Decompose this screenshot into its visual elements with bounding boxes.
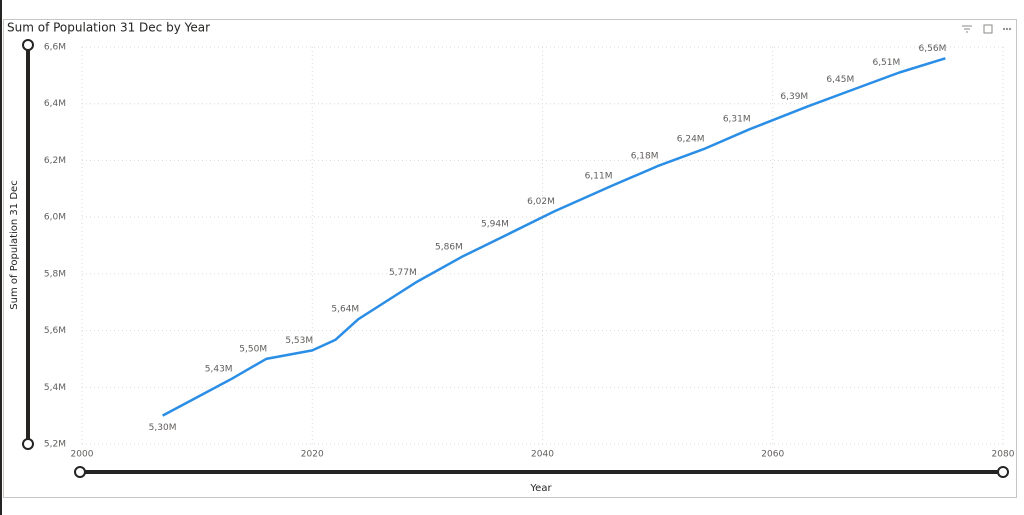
data-label: 6,11M bbox=[585, 171, 613, 181]
data-label: 5,77M bbox=[389, 268, 417, 278]
x-tick-label: 2040 bbox=[531, 450, 554, 460]
data-label: 6,24M bbox=[677, 135, 705, 145]
x-slider-handle[interactable] bbox=[74, 466, 86, 478]
x-tick-label: 2020 bbox=[301, 450, 324, 460]
header-icons[interactable] bbox=[962, 24, 1012, 34]
data-label: 5,50M bbox=[239, 344, 267, 354]
y-tick-label: 6,4M bbox=[44, 99, 66, 109]
y-tick-label: 6,6M bbox=[44, 43, 66, 53]
data-label: 6,56M bbox=[919, 44, 947, 54]
y-tick-label: 5,8M bbox=[44, 269, 66, 279]
data-label: 6,31M bbox=[723, 115, 751, 125]
y-slider-handle[interactable] bbox=[22, 438, 34, 450]
data-label: 5,53M bbox=[285, 336, 313, 346]
y-tick-label: 5,4M bbox=[44, 383, 66, 393]
y-tick-label: 6,2M bbox=[44, 156, 66, 166]
x-tick-label: 2080 bbox=[992, 450, 1015, 460]
y-tick-label: 6,0M bbox=[44, 213, 66, 223]
y-tick-label: 5,6M bbox=[44, 326, 66, 336]
data-label: 6,18M bbox=[631, 152, 659, 162]
x-axis-title: Year bbox=[529, 483, 552, 494]
x-slider-handle[interactable] bbox=[997, 466, 1009, 478]
chart-title: Sum of Population 31 Dec by Year bbox=[7, 21, 210, 35]
data-label: 5,43M bbox=[205, 364, 233, 374]
x-tick-label: 2060 bbox=[761, 450, 784, 460]
data-label: 5,30M bbox=[149, 423, 177, 433]
data-label: 5,86M bbox=[435, 242, 463, 252]
y-axis-title: Sum of Population 31 Dec bbox=[9, 180, 20, 309]
data-line bbox=[162, 57, 946, 417]
data-label: 6,39M bbox=[780, 92, 808, 102]
data-label: 5,94M bbox=[481, 220, 509, 230]
data-label: 6,02M bbox=[527, 197, 555, 207]
data-label: 5,64M bbox=[331, 305, 359, 315]
visual-frame bbox=[3, 19, 1017, 498]
y-slider-handle[interactable] bbox=[22, 39, 34, 51]
x-tick-label: 2000 bbox=[71, 450, 94, 460]
y-tick-label: 5,2M bbox=[44, 440, 66, 450]
data-label: 6,51M bbox=[872, 58, 900, 68]
left-edge bbox=[0, 0, 2, 515]
data-label: 6,45M bbox=[826, 75, 854, 85]
